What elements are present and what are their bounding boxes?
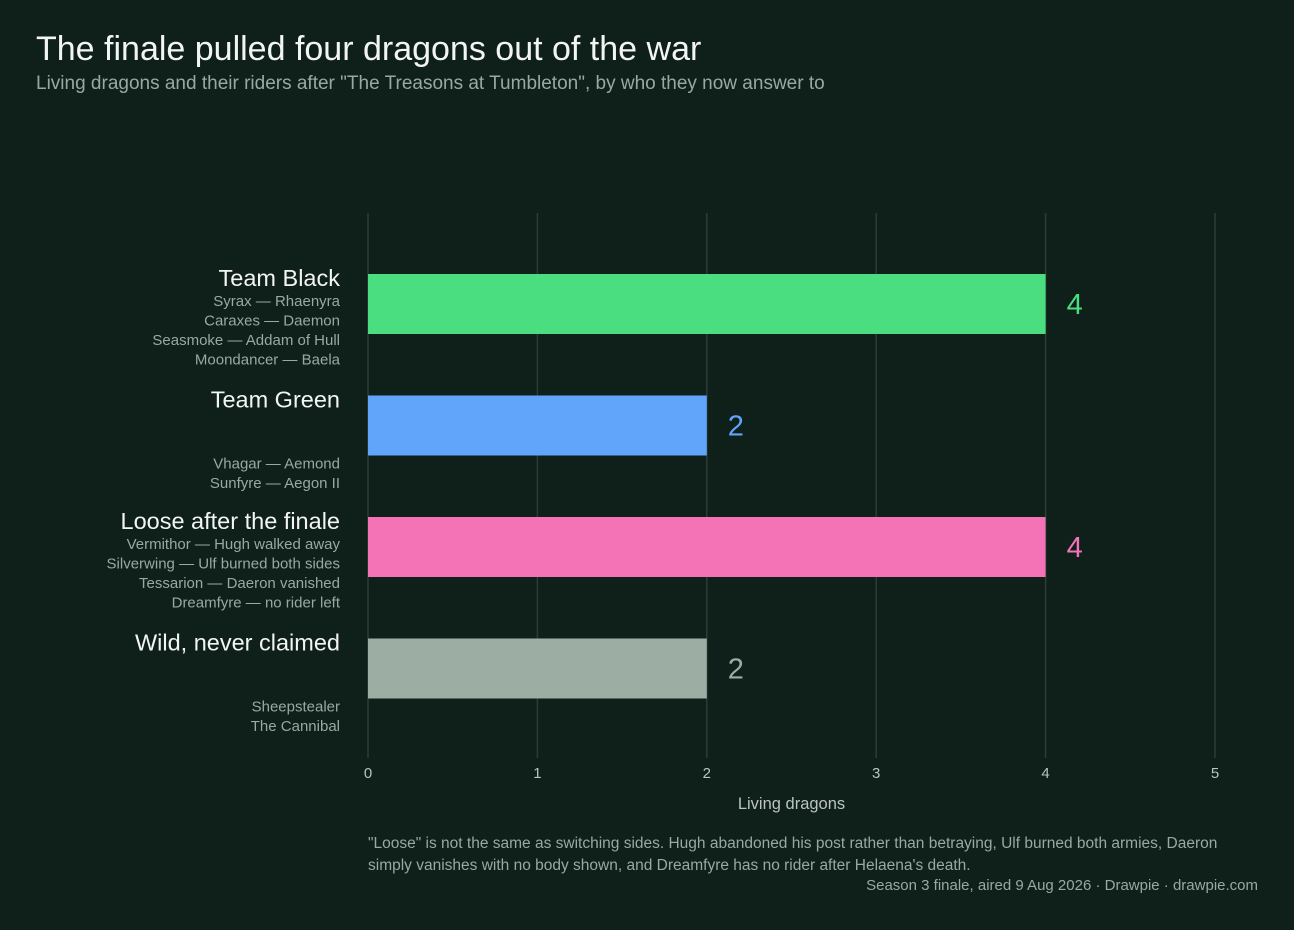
category-label: Wild, never claimed: [135, 630, 340, 656]
bar: [368, 517, 1046, 577]
category-label: Team Black: [219, 265, 341, 291]
category-label: Team Green: [211, 387, 340, 413]
x-tick-label: 2: [703, 765, 711, 782]
category-detail: Seasmoke — Addam of Hull: [152, 332, 340, 349]
chart-title: The finale pulled four dragons out of th…: [36, 30, 702, 68]
category-detail: Vhagar — Aemond: [213, 456, 340, 473]
category-label: Loose after the finale: [121, 508, 341, 534]
category-detail: Caraxes — Daemon: [204, 313, 340, 330]
x-tick-label: 5: [1211, 765, 1219, 782]
chart-subtitle: Living dragons and their riders after "T…: [36, 73, 825, 94]
category-detail: Vermithor — Hugh walked away: [127, 536, 341, 553]
x-tick-label: 4: [1041, 765, 1049, 782]
x-tick-label: 3: [872, 765, 880, 782]
category-detail: Dreamfyre — no rider left: [172, 595, 341, 612]
bar-value-label: 4: [1067, 289, 1083, 321]
category-detail: Moondancer — Baela: [195, 352, 341, 369]
source-credit: Season 3 finale, aired 9 Aug 2026 · Draw…: [866, 877, 1258, 894]
bar: [368, 395, 707, 456]
footnote: "Loose" is not the same as switching sid…: [368, 835, 1218, 874]
category-detail: Silverwing — Ulf burned both sides: [107, 556, 340, 573]
bar-value-label: 2: [728, 411, 744, 443]
category-detail: The Cannibal: [251, 718, 340, 735]
bar: [368, 274, 1046, 334]
bar: [368, 638, 707, 699]
category-detail: Tessarion — Daeron vanished: [139, 575, 340, 592]
x-tick-label: 1: [533, 765, 541, 782]
bar-value-label: 4: [1067, 532, 1083, 564]
x-axis-label: Living dragons: [738, 795, 845, 813]
category-detail: Sunfyre — Aegon II: [210, 475, 340, 492]
bar-value-label: 2: [728, 654, 744, 686]
x-tick-label: 0: [364, 765, 372, 782]
category-detail: Syrax — Rhaenyra: [213, 293, 340, 310]
category-detail: Sheepstealer: [252, 699, 340, 716]
